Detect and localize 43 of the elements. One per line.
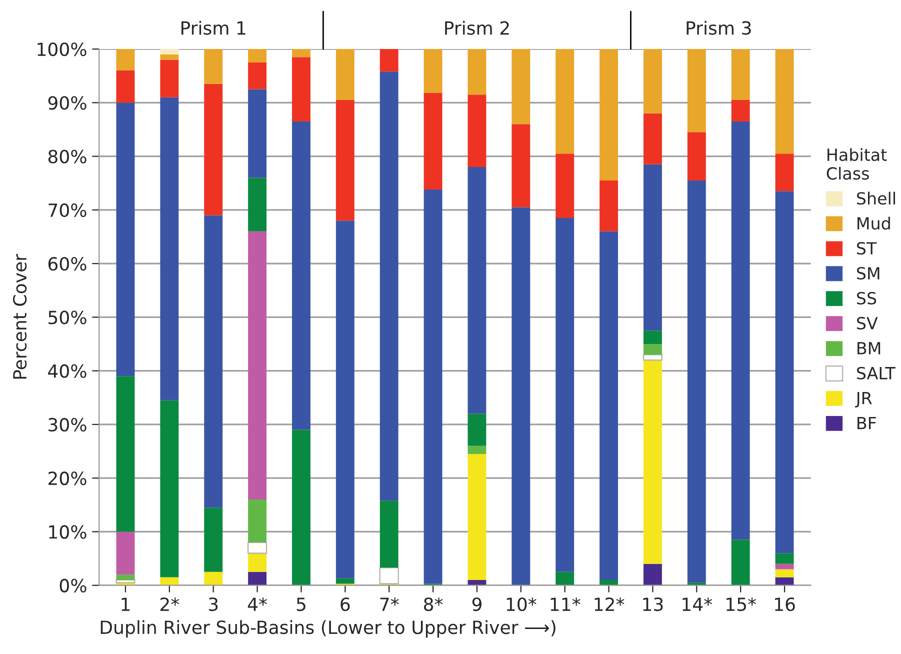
y-tick-label: 90% bbox=[48, 96, 86, 110]
x-tick-label: 3 bbox=[208, 597, 218, 612]
legend-label: Shell bbox=[857, 192, 895, 205]
x-tick-label: 15* bbox=[726, 597, 756, 612]
text: Prism 1 bbox=[182, 20, 246, 35]
legend-label: SS bbox=[857, 292, 876, 305]
x-axis-title: Duplin River Sub-Basins (Lower to Upper River ⟶) bbox=[100, 620, 556, 638]
x-tick-label: 1 bbox=[122, 598, 130, 611]
x-tick-label: 12* bbox=[594, 597, 624, 611]
x-tick-label: 13 bbox=[643, 597, 663, 612]
text: Prism 2 bbox=[445, 20, 509, 35]
text: Prism 3 bbox=[686, 20, 751, 35]
y-tick-label: 10% bbox=[49, 525, 86, 539]
legend-title: Habitat Class bbox=[826, 148, 887, 180]
legend-label: ST bbox=[857, 242, 877, 255]
x-tick-label: 9 bbox=[472, 597, 482, 612]
y-axis-title: Percent Cover bbox=[12, 254, 27, 379]
x-tick-label: 5 bbox=[296, 598, 306, 612]
y-tick-label: 70% bbox=[48, 203, 86, 218]
x-tick-label: 6 bbox=[340, 597, 350, 612]
legend-label: BM bbox=[858, 342, 880, 354]
legend-label: SALT bbox=[857, 366, 896, 380]
x-tick-label: 14* bbox=[682, 597, 712, 611]
y-tick-label: 60% bbox=[48, 257, 86, 271]
legend-label: SV bbox=[857, 316, 878, 330]
y-tick-label: 20% bbox=[48, 472, 86, 486]
x-tick-label: 11* bbox=[550, 597, 580, 611]
x-tick-label: 16 bbox=[775, 597, 795, 612]
legend-label: JR bbox=[855, 392, 872, 408]
x-tick-label: 7* bbox=[380, 597, 399, 611]
x-tick-label: 8* bbox=[424, 597, 443, 612]
legend-label: SM bbox=[857, 266, 880, 280]
legend-label: Mud bbox=[858, 216, 890, 230]
y-tick-label: 0% bbox=[60, 578, 86, 592]
y-tick-label: 100% bbox=[38, 42, 86, 56]
x-tick-label: 2* bbox=[160, 597, 180, 611]
y-tick-label: 40% bbox=[48, 364, 86, 378]
legend-label: BF bbox=[858, 416, 876, 430]
y-tick-label: 30% bbox=[48, 418, 86, 432]
y-tick-label: 50% bbox=[48, 310, 86, 324]
x-tick-label: 4* bbox=[248, 597, 268, 611]
x-tick-label: 10* bbox=[506, 597, 536, 612]
y-tick-label: 80% bbox=[48, 150, 86, 164]
